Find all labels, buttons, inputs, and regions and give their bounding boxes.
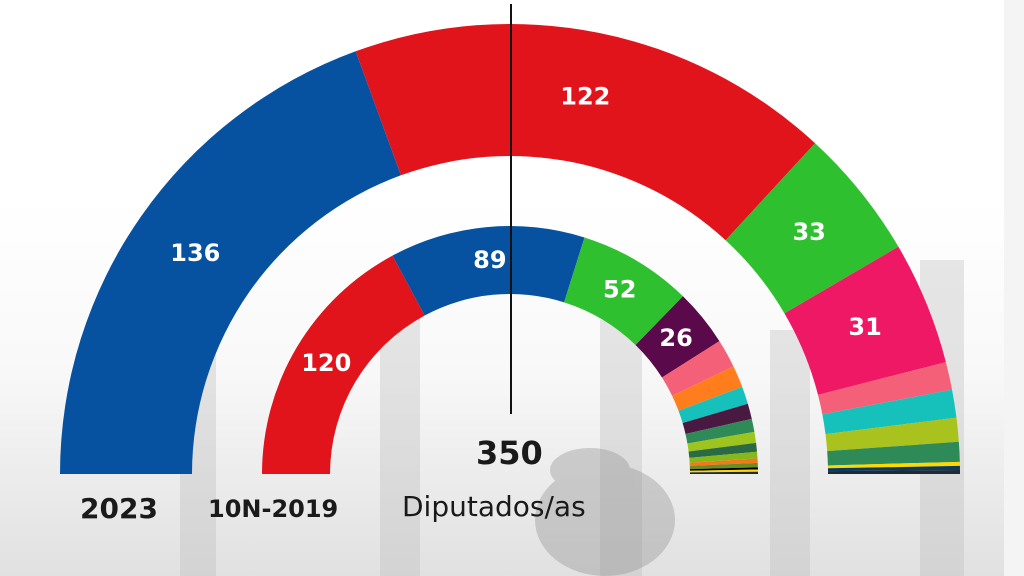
slice-2023-6: [825, 417, 959, 452]
slice-10N-2019-12: [689, 458, 758, 466]
slice-10N-2019-7: [682, 403, 752, 434]
slice-2023-10: [827, 469, 960, 474]
slice-10N-2019-13: [689, 462, 758, 470]
slice-10N-2019-1: [392, 226, 585, 316]
slice-2023-0: [60, 51, 401, 475]
slice-10N-2019-5: [672, 366, 743, 411]
slice-label-10N-2019-0: 120: [301, 349, 351, 377]
slice-10N-2019-0: [262, 255, 425, 474]
slice-2023-2: [725, 143, 899, 314]
slice-2023-9: [827, 465, 960, 472]
slice-label-2023-1: 122: [560, 82, 610, 110]
slice-10N-2019-2: [564, 237, 683, 346]
slice-label-10N-2019-1: 89: [473, 246, 506, 274]
slice-10N-2019-16: [689, 471, 758, 474]
slice-2023-1: [355, 24, 816, 241]
total-seats: 350: [476, 434, 543, 472]
slice-2023-7: [827, 441, 960, 466]
slice-10N-2019-4: [661, 341, 734, 396]
slice-10N-2019-8: [685, 418, 755, 444]
series-label-2019: 10N-2019: [208, 495, 339, 523]
slice-2023-4: [818, 362, 953, 415]
slice-10N-2019-14: [689, 467, 758, 471]
slice-2023-3: [784, 246, 946, 395]
slice-10N-2019-10: [688, 442, 758, 458]
series-label-2023: 2023: [80, 492, 158, 525]
slice-10N-2019-6: [678, 386, 748, 424]
slice-10N-2019-3: [635, 296, 720, 378]
slice-label-2023-3: 31: [848, 313, 881, 341]
seats-ring-2023: 136 122 33 31: [60, 24, 960, 475]
seats-ring-2019: 120 89 52 26: [262, 226, 758, 474]
slice-2023-5: [822, 389, 957, 435]
slice-label-10N-2019-2: 52: [603, 275, 636, 303]
slice-10N-2019-15: [689, 469, 758, 473]
slice-10N-2019-11: [689, 451, 758, 463]
slice-label-10N-2019-3: 26: [659, 324, 692, 352]
slice-2023-8: [827, 461, 960, 469]
slice-label-2023-2: 33: [792, 218, 825, 246]
slice-label-2023-0: 136: [170, 239, 220, 267]
unit-label: Diputados/as: [402, 490, 586, 523]
slice-10N-2019-9: [687, 431, 757, 452]
